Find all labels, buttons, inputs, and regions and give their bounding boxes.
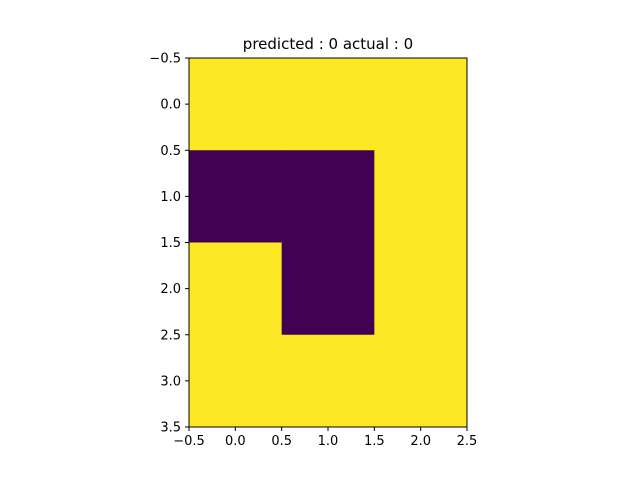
heatmap-cell-r3-c0 <box>189 334 283 428</box>
heatmap-cell-r3-c1 <box>281 334 375 428</box>
heatmap-cell-r0-c1 <box>281 58 375 151</box>
heatmap-cell-r2-c2 <box>374 242 468 336</box>
y-tick-label: 0.5 <box>160 144 181 159</box>
x-tick-label: −0.5 <box>173 434 205 449</box>
heatmap-cell-r3-c2 <box>374 334 468 428</box>
x-tick-label: 1.0 <box>318 434 339 449</box>
y-tick-label: 2.5 <box>160 328 181 343</box>
y-tick-label: 1.0 <box>160 190 181 205</box>
y-tick-label: 1.5 <box>160 236 181 251</box>
heatmap-cell-r0-c0 <box>189 58 283 151</box>
y-tick-label: 0.0 <box>160 98 181 113</box>
x-tick-label: 0.5 <box>271 434 292 449</box>
heatmap-cell-r1-c1 <box>281 150 375 243</box>
heatmap-cell-r1-c2 <box>374 150 468 243</box>
y-tick-label: −0.5 <box>149 52 181 67</box>
heatmap-cell-r1-c0 <box>189 150 283 243</box>
chart-title: predicted : 0 actual : 0 <box>243 35 413 53</box>
y-tick-label: 3.5 <box>160 421 181 436</box>
y-tick-label: 3.0 <box>160 374 181 389</box>
heatmap-cell-r2-c0 <box>189 242 283 336</box>
heatmap-cells <box>189 58 468 428</box>
x-tick-label: 1.5 <box>364 434 385 449</box>
x-tick-label: 0.0 <box>225 434 246 449</box>
axes: −0.5 0.0 0.5 1.0 1.5 2.0 2.5 −0.5 0.0 0.5 1.0 1.5 2.… <box>149 52 477 450</box>
y-tick-label: 2.0 <box>160 282 181 297</box>
heatmap-cell-r2-c1 <box>281 242 375 336</box>
heatmap-cell-r0-c2 <box>374 58 468 151</box>
x-tick-label: 2.5 <box>457 434 478 449</box>
x-tick-label: 2.0 <box>410 434 431 449</box>
